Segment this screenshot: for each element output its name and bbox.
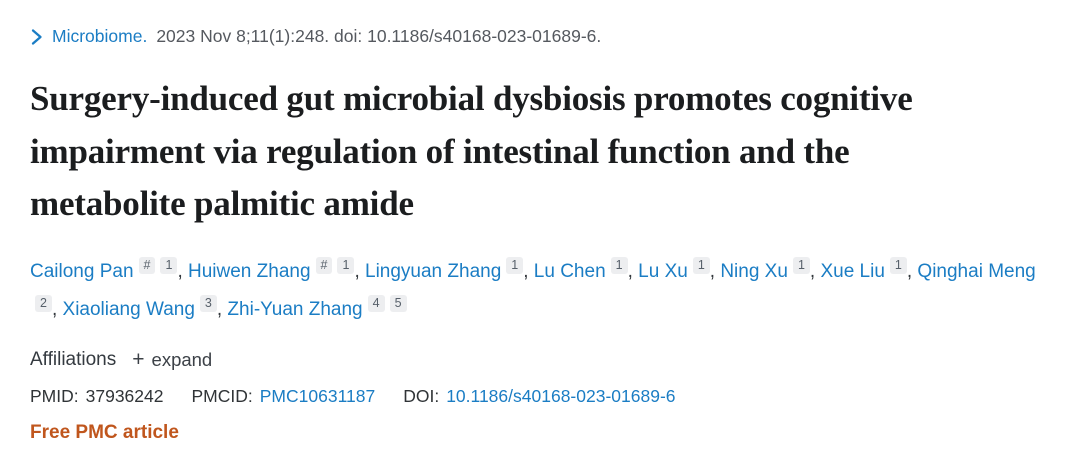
affiliations-row: Affiliations + expand — [30, 349, 1050, 371]
affiliation-number-badge[interactable]: 1 — [337, 256, 355, 275]
author-link[interactable]: Ning Xu — [720, 260, 788, 282]
citation-details: 2023 Nov 8;11(1):248. doi: 10.1186/s4016… — [156, 26, 602, 46]
affiliation-number-badge[interactable]: 1 — [792, 256, 810, 275]
free-pmc-article-label: Free PMC article — [30, 421, 179, 443]
author-link[interactable]: Cailong Pan — [30, 260, 134, 282]
author-separator: , — [177, 260, 188, 282]
author-separator: , — [809, 260, 821, 282]
doi-label: DOI: — [403, 385, 440, 406]
affiliation-number-badge[interactable]: 2 — [35, 294, 52, 313]
plus-icon: + — [132, 348, 145, 371]
author-link[interactable]: Lu Chen — [533, 260, 606, 282]
affiliation-number-badge[interactable]: 4 — [367, 294, 385, 313]
expand-label: expand — [151, 348, 213, 370]
author-link[interactable]: Lingyuan Zhang — [365, 260, 502, 282]
journal-link[interactable]: Microbiome. — [52, 26, 148, 46]
author-separator: , — [523, 260, 534, 282]
author-separator: , — [354, 260, 365, 282]
pmid-label: PMID: — [30, 385, 79, 406]
author-link[interactable]: Lu Xu — [638, 260, 688, 282]
doi-group: DOI: 10.1186/s40168-023-01689-6 — [403, 386, 675, 407]
author-link[interactable]: Zhi-Yuan Zhang — [227, 298, 363, 320]
article-title: Surgery-induced gut microbial dysbiosis … — [30, 79, 913, 223]
author-link[interactable]: Xiaoliang Wang — [62, 298, 195, 320]
affiliations-expand-button[interactable]: + expand — [132, 349, 212, 371]
pmcid-label: PMCID: — [191, 385, 253, 406]
authors-list: Cailong Pan #1, Huiwen Zhang #1, Lingyuan … — [30, 253, 1050, 329]
author-separator: , — [51, 298, 63, 320]
author-link[interactable]: Qinghai Meng — [917, 260, 1036, 282]
doi-link[interactable]: 10.1186/s40168-023-01689-6 — [446, 385, 676, 406]
author-separator: , — [906, 260, 918, 282]
identifiers-row: PMID: 37936242 PMCID: PMC10631187 DOI: 1… — [30, 386, 1050, 407]
author-link[interactable]: Xue Liu — [820, 260, 885, 282]
pmid-group: PMID: 37936242 — [30, 386, 164, 407]
pmcid-group: PMCID: PMC10631187 — [192, 386, 376, 407]
affiliation-number-badge[interactable]: 1 — [692, 256, 710, 275]
equal-contribution-badge[interactable]: # — [315, 256, 333, 275]
affiliation-number-badge[interactable]: 1 — [610, 256, 628, 275]
pmid-value: 37936242 — [85, 385, 164, 406]
affiliation-number-badge[interactable]: 3 — [199, 294, 217, 313]
affiliation-number-badge[interactable]: 1 — [160, 256, 178, 275]
pmcid-link[interactable]: PMC10631187 — [259, 385, 376, 406]
author-link[interactable]: Huiwen Zhang — [188, 260, 311, 282]
author-separator: , — [216, 298, 228, 320]
affiliation-number-badge[interactable]: 1 — [889, 256, 907, 275]
author-separator: , — [709, 260, 721, 282]
author-separator: , — [627, 260, 639, 282]
affiliations-label: Affiliations — [30, 348, 117, 370]
affiliation-number-badge[interactable]: 1 — [506, 256, 524, 275]
journal-citation: Microbiome. 2023 Nov 8;11(1):248. doi: 1… — [30, 26, 1050, 47]
chevron-right-icon — [30, 28, 43, 46]
affiliation-number-badge[interactable]: 5 — [389, 294, 407, 313]
equal-contribution-badge[interactable]: # — [138, 256, 156, 275]
